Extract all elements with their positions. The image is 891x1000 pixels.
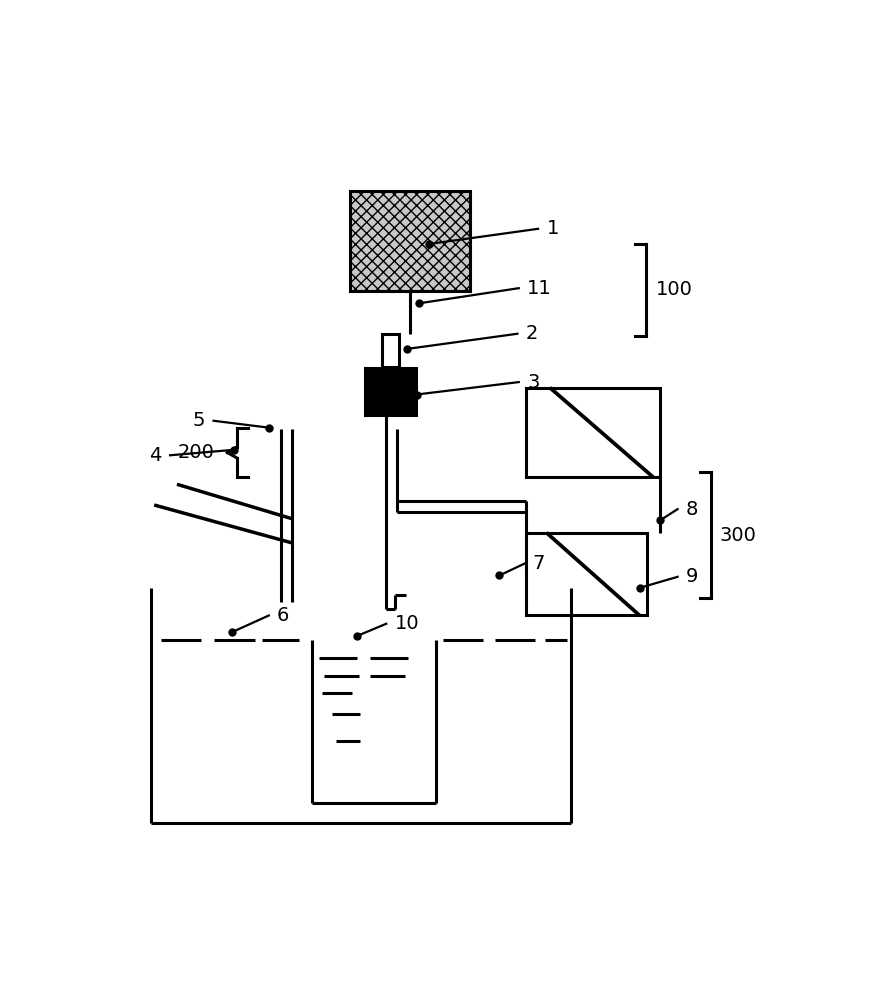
Bar [526,388,660,477]
Text: 3: 3 [527,373,539,392]
Text: 11: 11 [527,279,552,298]
Text: 300: 300 [719,526,756,545]
Text: 2: 2 [526,324,538,343]
Text: 7: 7 [533,554,545,573]
Text: 4: 4 [150,446,162,465]
Text: 1: 1 [546,219,559,238]
Text: 5: 5 [192,411,205,430]
Bar [349,191,470,291]
Bar [365,368,416,415]
Text: 100: 100 [656,280,692,299]
Text: 9: 9 [686,567,699,586]
Text: 6: 6 [277,606,290,625]
Text: 8: 8 [686,500,699,519]
Bar [382,334,399,367]
Bar [526,533,647,615]
Text: 10: 10 [395,614,419,633]
Text: 200: 200 [178,443,215,462]
